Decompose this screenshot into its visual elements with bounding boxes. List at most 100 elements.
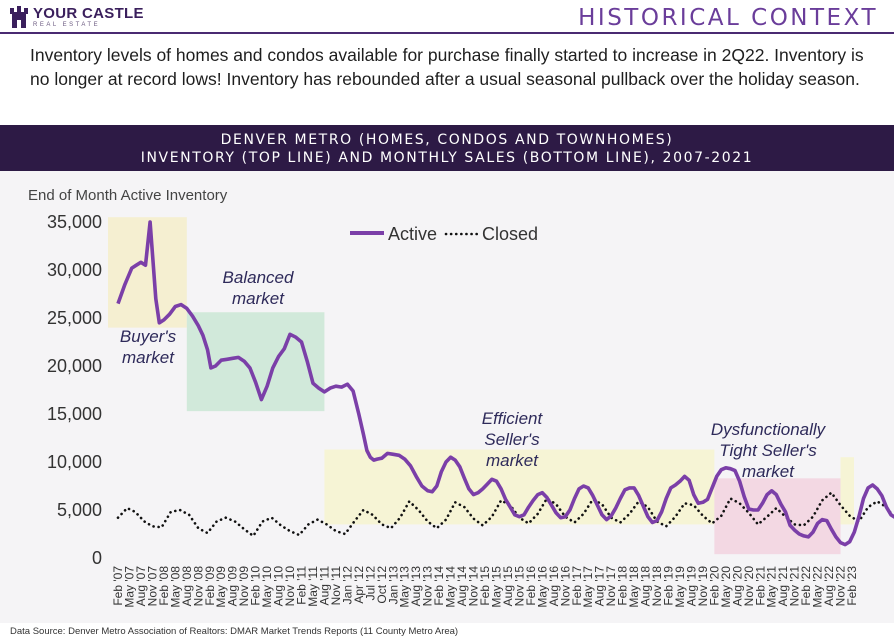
x-tick-label: May '11 (306, 566, 320, 607)
market-region-box (714, 478, 841, 555)
x-tick-label: May '13 (398, 566, 412, 608)
x-tick-label: Aug '14 (455, 566, 469, 607)
annotation-line: market (742, 462, 795, 481)
x-tick-label: Aug '13 (409, 566, 423, 607)
x-tick-label: Nov '15 (512, 566, 526, 607)
legend-active-label: Active (388, 224, 437, 244)
x-tick-label: Aug '16 (547, 566, 561, 607)
header-divider (0, 32, 894, 34)
intro-paragraph: Inventory levels of homes and condos ava… (30, 45, 864, 89)
market-region-box (324, 449, 715, 525)
x-tick-label: Jan '13 (386, 566, 400, 605)
y-axis-title: End of Month Active Inventory (28, 187, 228, 204)
market-annotation: Efficient Seller's market (482, 409, 544, 470)
x-tick-label: Feb '17 (570, 566, 584, 606)
x-tick-label: Feb '21 (753, 566, 767, 606)
x-tick-label: Feb '22 (799, 566, 813, 606)
x-tick-label: Aug '15 (501, 566, 515, 607)
company-logo: YOUR CASTLE REAL ESTATE (10, 6, 144, 28)
x-tick-label: May '08 (168, 566, 182, 608)
x-tick-label: Feb '23 (845, 566, 859, 606)
x-tick-label: Jan '12 (340, 566, 354, 605)
annotation-line: market (232, 289, 285, 308)
x-tick-label: Aug '10 (272, 566, 286, 607)
x-tick-label: May '20 (719, 566, 733, 608)
y-tick-label: 20,000 (47, 356, 102, 376)
annotation-line: market (122, 348, 175, 367)
x-tick-label: Aug '07 (134, 566, 148, 607)
x-tick-label: May '14 (444, 566, 458, 608)
x-tick-label: Feb '11 (295, 566, 309, 605)
x-tick-label: Aug '08 (180, 566, 194, 607)
data-source: Data Source: Denver Metro Association of… (10, 626, 459, 637)
y-tick-label: 30,000 (47, 260, 102, 280)
x-tick-label: Nov '13 (421, 566, 435, 607)
market-region-box (840, 457, 854, 525)
x-tick-label: Aug '18 (639, 566, 653, 607)
x-tick-label: Nov '08 (191, 566, 205, 607)
x-tick-label: Feb '15 (478, 566, 492, 606)
x-tick-label: Feb '16 (524, 566, 538, 606)
x-tick-label: Nov '20 (742, 566, 756, 607)
x-tick-label: Feb '07 (111, 566, 125, 606)
x-tick-label: Aug '20 (730, 566, 744, 607)
x-tick-label: Nov '18 (650, 566, 664, 607)
x-tick-label: Feb '18 (616, 566, 630, 606)
annotation-line: Buyer's (120, 327, 177, 346)
x-tick-label: May '21 (765, 566, 779, 608)
x-tick-label: Nov '11 (329, 566, 343, 606)
x-tick-label: May '09 (214, 566, 228, 608)
legend-closed-label: Closed (482, 224, 538, 244)
annotation-line: Seller's (484, 430, 540, 449)
market-region-box (186, 312, 325, 412)
x-tick-label: May '07 (122, 566, 136, 608)
x-tick-label: Oct '12 (375, 566, 389, 604)
x-tick-label: May '17 (581, 566, 595, 608)
x-tick-label: Nov '19 (696, 566, 710, 607)
y-tick-label: 10,000 (47, 452, 102, 472)
market-annotation: Balanced market (223, 268, 294, 308)
x-tick-label: Apr '12 (352, 566, 366, 604)
x-tick-label: Feb '20 (707, 566, 721, 606)
x-tick-label: Nov '16 (558, 566, 572, 607)
logo-subtext: REAL ESTATE (33, 22, 101, 28)
x-tick-label: Nov '10 (283, 566, 297, 607)
x-tick-label: Nov '17 (604, 566, 618, 607)
x-tick-label: Aug '17 (593, 566, 607, 607)
x-tick-label: Aug '21 (776, 566, 790, 607)
x-tick-label: Nov '21 (788, 566, 802, 607)
x-tick-label: Feb '10 (249, 566, 263, 606)
annotation-line: Efficient (482, 409, 544, 428)
x-tick-label: Nov '07 (145, 566, 159, 607)
annotation-line: market (486, 451, 539, 470)
annotation-line: Dysfunctionally (711, 420, 827, 439)
annotation-line: Tight Seller's (719, 441, 817, 460)
logo-text: YOUR CASTLE (33, 5, 144, 22)
chart-banner: DENVER METRO (HOMES, CONDOS AND TOWNHOME… (0, 125, 894, 171)
x-tick-label: May '22 (811, 566, 825, 608)
x-tick-label: May '10 (260, 566, 274, 608)
x-tick-label: Aug '19 (684, 566, 698, 607)
x-tick-label: Feb '19 (662, 566, 676, 606)
y-tick-label: 5,000 (57, 500, 102, 520)
x-tick-label: May '18 (627, 566, 641, 608)
x-tick-label: Aug '09 (226, 566, 240, 607)
market-annotation: Dysfunctionally Tight Seller's market (711, 420, 827, 481)
x-tick-label: May '19 (673, 566, 687, 608)
banner-line-2: INVENTORY (TOP LINE) AND MONTHLY SALES (… (140, 150, 754, 166)
chart-area: End of Month Active Inventory 0 5,000 10,00… (0, 171, 894, 623)
y-tick-label: 15,000 (47, 404, 102, 424)
x-tick-label: Nov '09 (237, 566, 251, 607)
banner-line-1: DENVER METRO (HOMES, CONDOS AND TOWNHOME… (220, 132, 674, 148)
x-tick-label: Jul '12 (363, 566, 377, 601)
x-tick-label: Aug '22 (822, 566, 836, 607)
active-series-line (116, 220, 894, 547)
market-annotation: Buyer's market (120, 327, 177, 367)
castle-icon (10, 6, 28, 28)
annotation-line: Balanced (223, 268, 294, 287)
x-tick-label: Feb '08 (157, 566, 171, 606)
x-tick-label: Feb '09 (203, 566, 217, 606)
inventory-chart: End of Month Active Inventory 0 5,000 10,00… (28, 187, 894, 608)
x-tick-label: Aug '11 (317, 566, 331, 606)
y-tick-label: 25,000 (47, 308, 102, 328)
